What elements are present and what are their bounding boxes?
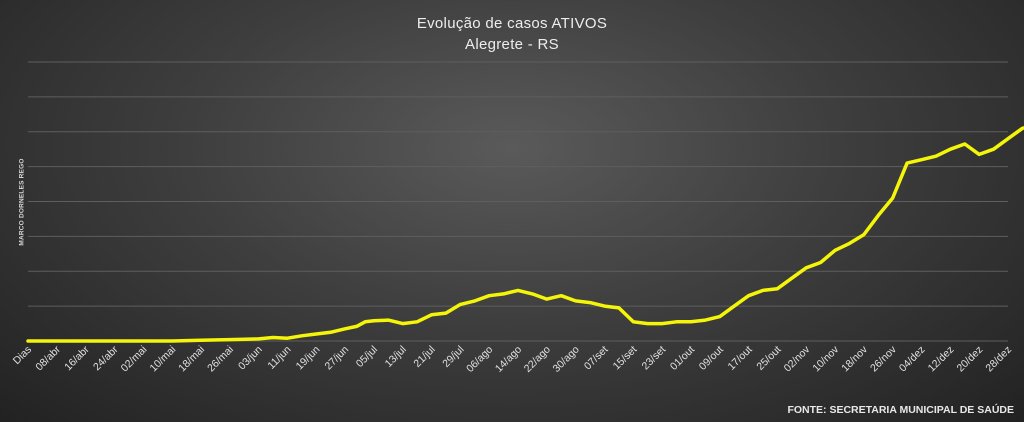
x-tick-label: 16/abr — [62, 343, 92, 373]
x-tick-label: 19/jun — [294, 344, 323, 373]
x-tick-label: 24/abr — [91, 343, 121, 373]
source-note: FONTE: SECRETARIA MUNICIPAL DE SAÚDE — [787, 404, 1014, 416]
x-tick-label: 13/jul — [383, 344, 409, 370]
x-tick-label: 26/nov — [868, 343, 899, 374]
x-tick-label: 29/jul — [440, 344, 466, 370]
x-tick-label: 21/jul — [411, 344, 437, 370]
x-tick-label: 18/mai — [176, 344, 207, 375]
x-tick-label: 22/ago — [522, 344, 553, 375]
x-tick-label: 04/dez — [897, 344, 928, 375]
x-tick-label: 14/ago — [493, 344, 524, 375]
x-tick-label: 06/ago — [464, 344, 495, 375]
x-tick-label: 30/ago — [551, 344, 582, 375]
x-tick-label: 09/out — [697, 344, 726, 373]
x-tick-label: 08/abr — [33, 343, 63, 373]
chart-title: Evolução de casos ATIVOS — [416, 15, 608, 32]
x-tick-label: 11/jun — [265, 344, 293, 372]
x-tick-label: 12/dez — [926, 344, 957, 375]
x-tick-label: 27/jun — [322, 344, 351, 373]
x-tick-label: 26/mai — [205, 344, 236, 375]
x-tick-label: 01/out — [668, 344, 697, 373]
x-tick-label: 15/set — [611, 344, 640, 373]
x-tick-label: 05/jul — [354, 344, 380, 370]
x-tick-label: 17/out — [726, 344, 755, 373]
x-tick-label: 10/mai — [147, 344, 178, 375]
series-line — [26, 126, 1024, 343]
x-tick-label: 02/nov — [782, 343, 813, 374]
x-tick-label: Dias — [11, 344, 34, 367]
x-tick-label: 23/set — [640, 344, 669, 373]
x-tick-label: 02/mai — [119, 344, 150, 375]
x-tick-label: 10/nov — [810, 343, 841, 374]
x-tick-label: 28/dez — [983, 344, 1014, 375]
x-tick-label: 07/set — [582, 344, 611, 373]
chart-subtitle: Alegrete - RS — [465, 36, 559, 53]
x-tick-label: 20/dez — [955, 344, 986, 375]
x-tick-label: 25/out — [754, 344, 783, 373]
x-tick-label: 03/jun — [236, 344, 265, 373]
x-tick-label: 18/nov — [839, 343, 870, 374]
